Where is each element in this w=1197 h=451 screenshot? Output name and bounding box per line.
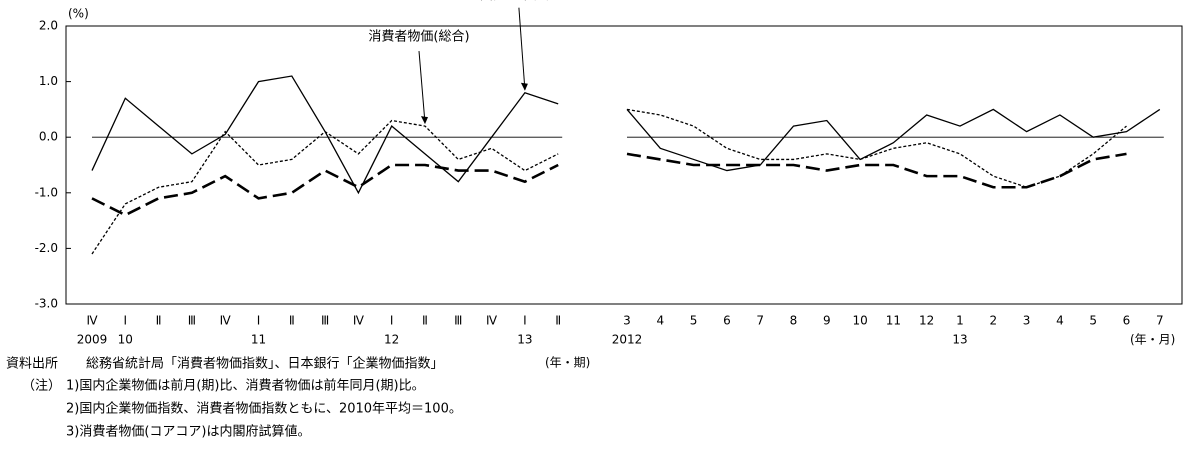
x-tick-label: Ⅱ: [422, 314, 428, 328]
annotation-arrow: [518, 7, 526, 90]
x-unit: (年・月): [1130, 333, 1175, 347]
x-unit: (年・期): [545, 356, 590, 370]
x-tick-label: Ⅰ: [390, 314, 394, 328]
x-tick-label: Ⅲ: [454, 314, 462, 328]
x-tick-label: 6: [723, 314, 731, 328]
x-tick-label: Ⅱ: [289, 314, 295, 328]
year-label: 2012: [612, 333, 643, 347]
series-line: [626, 108, 1161, 172]
y-tick-label: 2.0: [39, 19, 58, 33]
y-tick-label: -3.0: [35, 297, 58, 311]
x-tick-label: 7: [1156, 314, 1164, 328]
note: 1)国内企業物価は前月(期)比、消費者物価は前年同月(期)比。: [66, 378, 425, 394]
x-tick-label: 3: [1023, 314, 1031, 328]
x-tick-label: Ⅲ: [321, 314, 329, 328]
note: 3)消費者物価(コアコア)は内閣府試算値。: [66, 424, 311, 440]
year-label: 2009: [77, 333, 108, 347]
x-tick-label: 3: [623, 314, 631, 328]
x-tick-label: 5: [1089, 314, 1097, 328]
x-tick-label: Ⅳ: [486, 314, 497, 328]
x-tick-label: 8: [790, 314, 798, 328]
x-tick-label: Ⅰ: [124, 314, 128, 328]
year-label: 12: [384, 333, 399, 347]
x-tick-label: 1: [956, 314, 964, 328]
year-label: 10: [118, 333, 133, 347]
x-tick-label: 6: [1123, 314, 1131, 328]
arrow-head: [421, 116, 428, 125]
source-label: 資料出所: [6, 357, 58, 372]
x-tick-label: 4: [656, 314, 664, 328]
annotation: 国内企業物価: [480, 0, 558, 3]
x-tick-label: Ⅰ: [523, 314, 527, 328]
note: 2)国内企業物価指数、消費者物価指数ともに、2010年平均＝100。: [66, 401, 462, 417]
y-tick-label: -1.0: [35, 185, 58, 199]
year-label: 13: [952, 333, 967, 347]
x-tick-label: 11: [886, 314, 901, 328]
annotation-arrow: [418, 51, 426, 124]
x-tick-label: Ⅳ: [220, 314, 231, 328]
year-label: 11: [251, 333, 266, 347]
x-tick-label: Ⅳ: [86, 314, 97, 328]
x-tick-label: Ⅰ: [257, 314, 261, 328]
x-tick-label: 7: [756, 314, 764, 328]
series-line: [91, 75, 559, 195]
y-tick-label: -2.0: [35, 241, 58, 255]
x-tick-label: 9: [823, 314, 831, 328]
x-tick-label: 5: [690, 314, 698, 328]
series-line: [91, 119, 559, 255]
series-line: [91, 163, 559, 217]
x-tick-label: Ⅳ: [353, 314, 364, 328]
x-tick-label: 4: [1056, 314, 1064, 328]
x-tick-label: 2: [989, 314, 997, 328]
x-tick-label: Ⅱ: [156, 314, 162, 328]
x-tick-label: 10: [852, 314, 867, 328]
notes-label: （注）: [22, 379, 61, 394]
x-tick-label: 12: [919, 314, 934, 328]
y-tick-label: 0.0: [39, 130, 58, 144]
source: 総務省統計局「消費者物価指数」、日本銀行「企業物価指数」: [86, 356, 444, 372]
x-tick-label: Ⅲ: [188, 314, 196, 328]
y-unit: (%): [68, 7, 89, 21]
annotation: 消費者物価(総合): [368, 30, 469, 45]
x-tick-label: Ⅱ: [555, 314, 561, 328]
y-tick-label: 1.0: [39, 74, 58, 88]
arrow-head: [520, 82, 528, 91]
series-line: [626, 152, 1127, 189]
year-label: 13: [517, 333, 532, 347]
series-line: [626, 108, 1127, 188]
plot-frame: [65, 25, 1183, 305]
